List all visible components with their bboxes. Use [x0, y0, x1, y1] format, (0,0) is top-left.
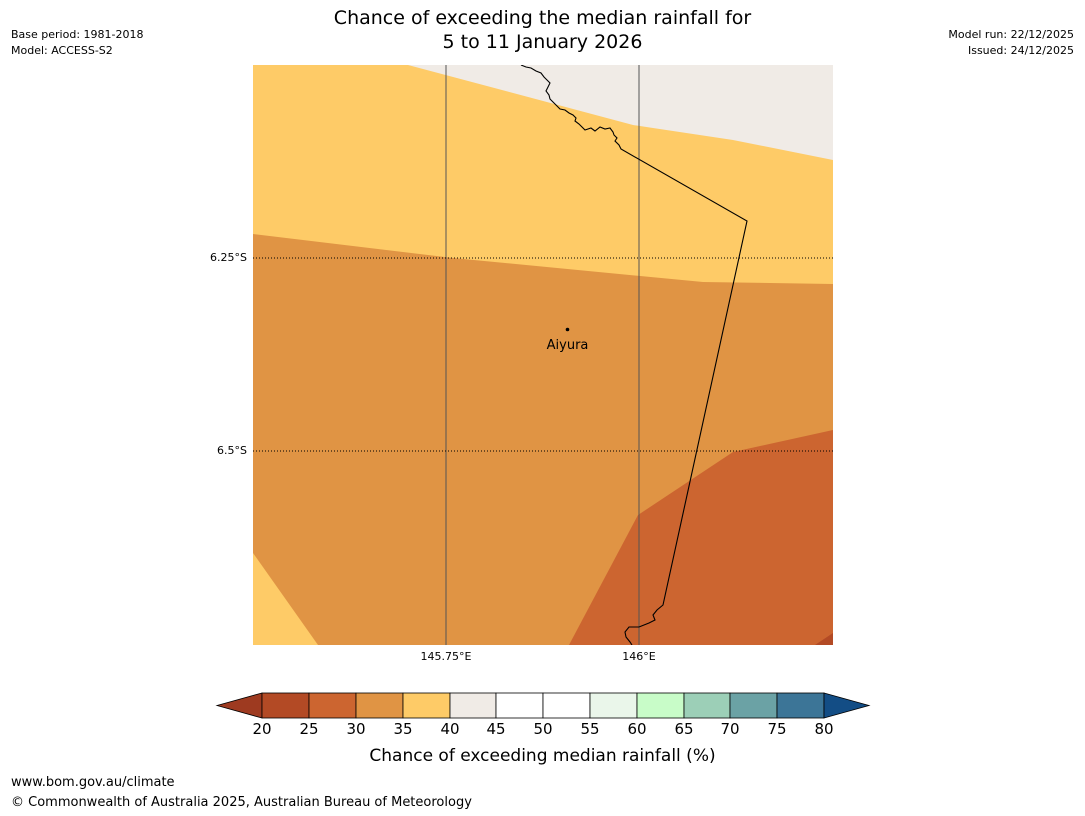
lat-label-6-5: 6.5°S	[217, 444, 247, 457]
colorbar-tick-40: 40	[440, 720, 460, 738]
lon-label-146: 146°E	[622, 650, 656, 663]
colorbar-tick-45: 45	[486, 720, 506, 738]
title-line-2: 5 to 11 January 2026	[442, 31, 643, 53]
colorbar-bin-55-60	[589, 692, 638, 719]
place-label-aiyura: Aiyura	[547, 338, 589, 353]
lat-label-6-25: 6.25°S	[210, 251, 247, 264]
colorbar-bin-75-80	[776, 692, 825, 719]
colorbar-under-arrow	[215, 692, 263, 719]
colorbar-tick-65: 65	[674, 720, 694, 738]
model-name: Model: ACCESS-S2	[11, 44, 113, 57]
colorbar-bin-65-70	[683, 692, 731, 719]
colorbar-bin-20-25	[261, 692, 310, 719]
base-period: Base period: 1981-2018	[11, 28, 144, 41]
colorbar-bin-35-40	[402, 692, 451, 719]
colorbar-tick-50: 50	[533, 720, 553, 738]
colorbar-tick-35: 35	[393, 720, 413, 738]
meta-right: Model run: 22/12/2025 Issued: 24/12/2025	[948, 27, 1074, 59]
chart-title: Chance of exceeding the median rainfall …	[0, 6, 1085, 54]
colorbar-bin-25-30	[308, 692, 357, 719]
colorbar-bin-30-35	[355, 692, 404, 719]
lon-label-145-75: 145.75°E	[420, 650, 472, 663]
colorbar-title: Chance of exceeding median rainfall (%)	[369, 746, 716, 766]
colorbar-tick-80: 80	[814, 720, 834, 738]
footer-copyright: © Commonwealth of Australia 2025, Austra…	[11, 795, 472, 810]
colorbar-tick-55: 55	[580, 720, 600, 738]
colorbar-bin-40-45	[449, 692, 497, 719]
model-run: Model run: 22/12/2025	[948, 28, 1074, 41]
colorbar-bin-50-55	[542, 692, 591, 719]
zone-20-25-corner	[815, 633, 833, 645]
colorbar-bin-45-50	[495, 692, 544, 719]
issued-date: Issued: 24/12/2025	[967, 44, 1074, 57]
zone-25-30-southeast	[569, 430, 833, 645]
zone-40-45-northeast	[408, 65, 833, 160]
colorbar-over-arrow	[823, 692, 871, 719]
title-line-1: Chance of exceeding the median rainfall …	[333, 7, 752, 29]
border-line	[520, 65, 748, 645]
footer-url[interactable]: www.bom.gov.au/climate	[11, 775, 175, 790]
rainfall-map: Aiyura	[253, 65, 833, 645]
colorbar-tick-60: 60	[627, 720, 647, 738]
colorbar-tick-20: 20	[252, 720, 272, 738]
colorbar-bin-70-75	[729, 692, 778, 719]
colorbar-tick-75: 75	[767, 720, 787, 738]
colorbar-tick-30: 30	[346, 720, 366, 738]
zone-35-40-southwest	[253, 553, 318, 645]
colorbar-tick-70: 70	[720, 720, 740, 738]
aiyura-marker	[565, 327, 570, 332]
meta-left: Base period: 1981-2018 Model: ACCESS-S2	[11, 27, 143, 59]
colorbar-bin-60-65	[636, 692, 685, 719]
colorbar-tick-25: 25	[299, 720, 319, 738]
